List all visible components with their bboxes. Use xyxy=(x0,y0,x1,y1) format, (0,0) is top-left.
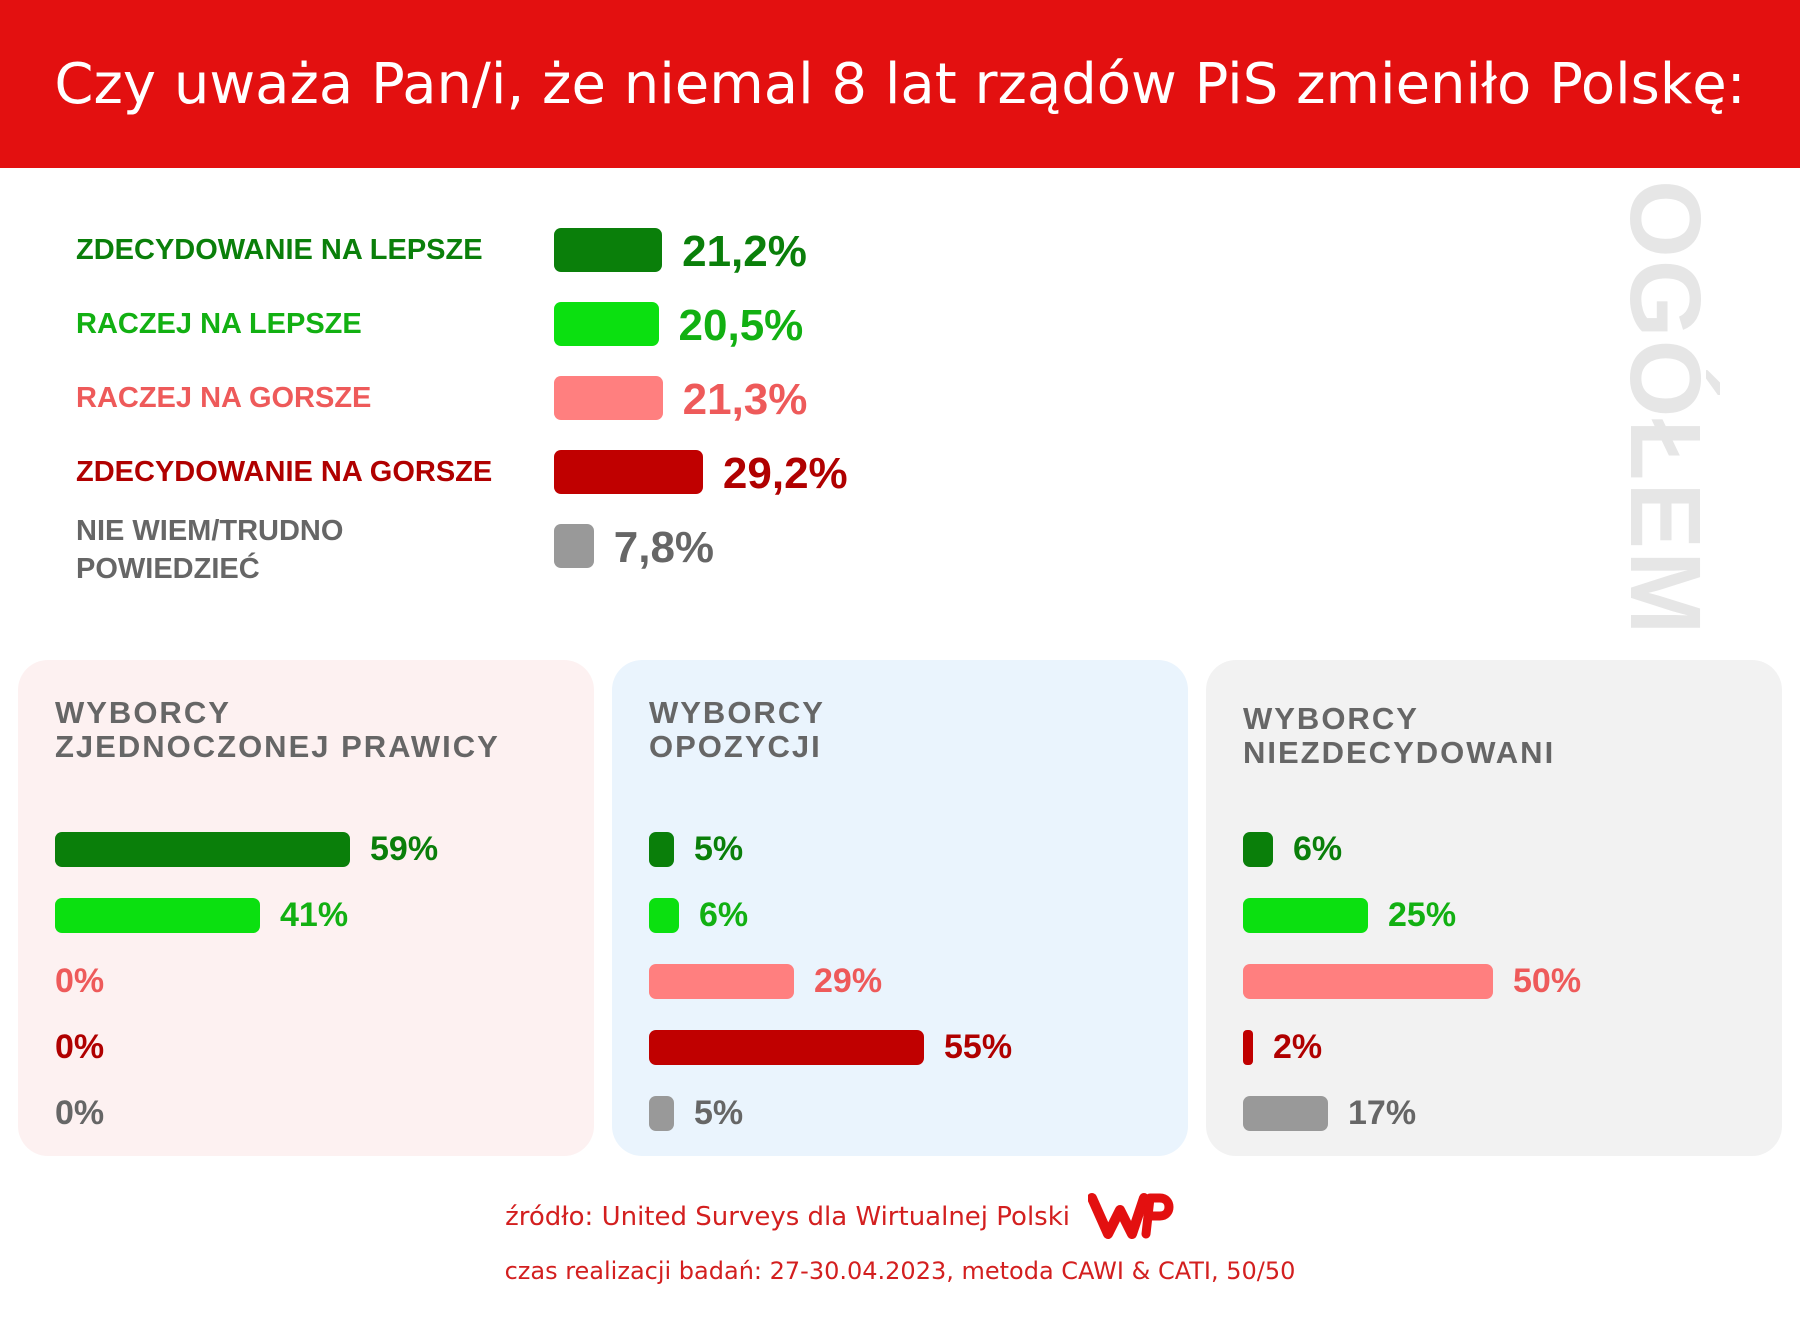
bar-better xyxy=(55,898,260,933)
panel-title-line: OPOZYCJI xyxy=(649,729,822,764)
panel-title: WYBORCY OPOZYCJI xyxy=(649,696,825,764)
source-text: źródło: United Surveys dla Wirtualnej Po… xyxy=(505,1202,1070,1232)
bar-strong-better xyxy=(1243,832,1273,867)
category-label-dont-know: NIE WIEM/TRUDNO POWIEDZIEĆ xyxy=(76,515,344,585)
bar-better xyxy=(554,302,659,346)
value-label-worse: 29% xyxy=(814,962,883,1000)
category-label-better: RACZEJ NA LEPSZE xyxy=(76,308,362,340)
chart-title: Czy uważa Pan/i, że niemal 8 lat rządów … xyxy=(54,51,1746,117)
side-label: OGÓŁEM xyxy=(1605,180,1725,636)
bar-dont-know xyxy=(649,1096,674,1131)
value-label-strong-better: 6% xyxy=(1293,830,1343,868)
header-banner: Czy uważa Pan/i, że niemal 8 lat rządów … xyxy=(0,0,1800,168)
panel-title-line: WYBORCY xyxy=(55,695,231,730)
value-label-worse: 21,3% xyxy=(682,375,808,424)
value-label-dont-know: 7,8% xyxy=(613,523,715,572)
bar-strong-worse xyxy=(1243,1030,1253,1065)
category-label-strong-worse: ZDECYDOWANIE NA GORSZE xyxy=(76,456,493,488)
category-label-strong-better: ZDECYDOWANIE NA LEPSZE xyxy=(76,234,483,266)
wp-logo xyxy=(1088,1193,1174,1239)
panel-title: WYBORCY NIEZDECYDOWANI xyxy=(1243,702,1555,770)
bar-worse xyxy=(649,964,794,999)
value-label-better: 41% xyxy=(280,896,349,934)
value-label-strong-better: 21,2% xyxy=(682,227,807,276)
bar-strong-worse xyxy=(554,450,703,494)
panel-niezdecydowani: WYBORCY NIEZDECYDOWANI 6% 25% 50% 2% 17% xyxy=(1206,660,1782,1156)
bar-strong-better xyxy=(554,228,663,272)
panel-zjednoczona-prawica: WYBORCY ZJEDNOCZONEJ PRAWICY 59% 41% 0% 0% 0% xyxy=(18,660,594,1156)
bar-dont-know xyxy=(1243,1096,1328,1131)
value-label-dont-know: 5% xyxy=(694,1094,744,1132)
value-label-dont-know: 17% xyxy=(1348,1094,1417,1132)
value-label-strong-worse: 0% xyxy=(55,1028,105,1066)
panel-title-line: WYBORCY xyxy=(1243,701,1419,736)
side-label-text: OGÓŁEM xyxy=(1609,179,1721,637)
bar-worse xyxy=(554,376,663,420)
panel-title-line: NIEZDECYDOWANI xyxy=(1243,735,1556,770)
value-label-worse: 50% xyxy=(1513,962,1582,1000)
value-label-worse: 0% xyxy=(55,962,105,1000)
bar-better xyxy=(649,898,679,933)
category-label-worse: RACZEJ NA GORSZE xyxy=(76,382,372,414)
value-label-better: 25% xyxy=(1388,896,1457,934)
value-label-strong-worse: 55% xyxy=(944,1028,1013,1066)
bar-better xyxy=(1243,898,1368,933)
bar-worse xyxy=(1243,964,1493,999)
panel-title-line: ZJEDNOCZONEJ PRAWICY xyxy=(55,729,500,764)
bar-strong-better xyxy=(55,832,350,867)
survey-period-text: czas realizacji badań: 27-30.04.2023, me… xyxy=(504,1257,1296,1285)
panel-opozycja: WYBORCY OPOZYCJI 5% 6% 29% 55% 5% xyxy=(612,660,1188,1156)
value-label-better: 20,5% xyxy=(678,301,804,350)
bar-dont-know xyxy=(554,524,594,568)
bar-strong-worse xyxy=(649,1030,924,1065)
value-label-dont-know: 0% xyxy=(55,1094,105,1132)
panel-title: WYBORCY ZJEDNOCZONEJ PRAWICY xyxy=(55,696,500,764)
panel-title-line: WYBORCY xyxy=(649,695,825,730)
value-label-better: 6% xyxy=(699,896,749,934)
main-chart: ZDECYDOWANIE NA LEPSZE 21,2% RACZEJ NA LEP… xyxy=(0,168,1800,648)
value-label-strong-worse: 2% xyxy=(1273,1028,1323,1066)
bar-strong-better xyxy=(649,832,674,867)
value-label-strong-worse: 29,2% xyxy=(722,449,848,498)
value-label-strong-better: 5% xyxy=(694,830,744,868)
value-label-strong-better: 59% xyxy=(370,830,439,868)
